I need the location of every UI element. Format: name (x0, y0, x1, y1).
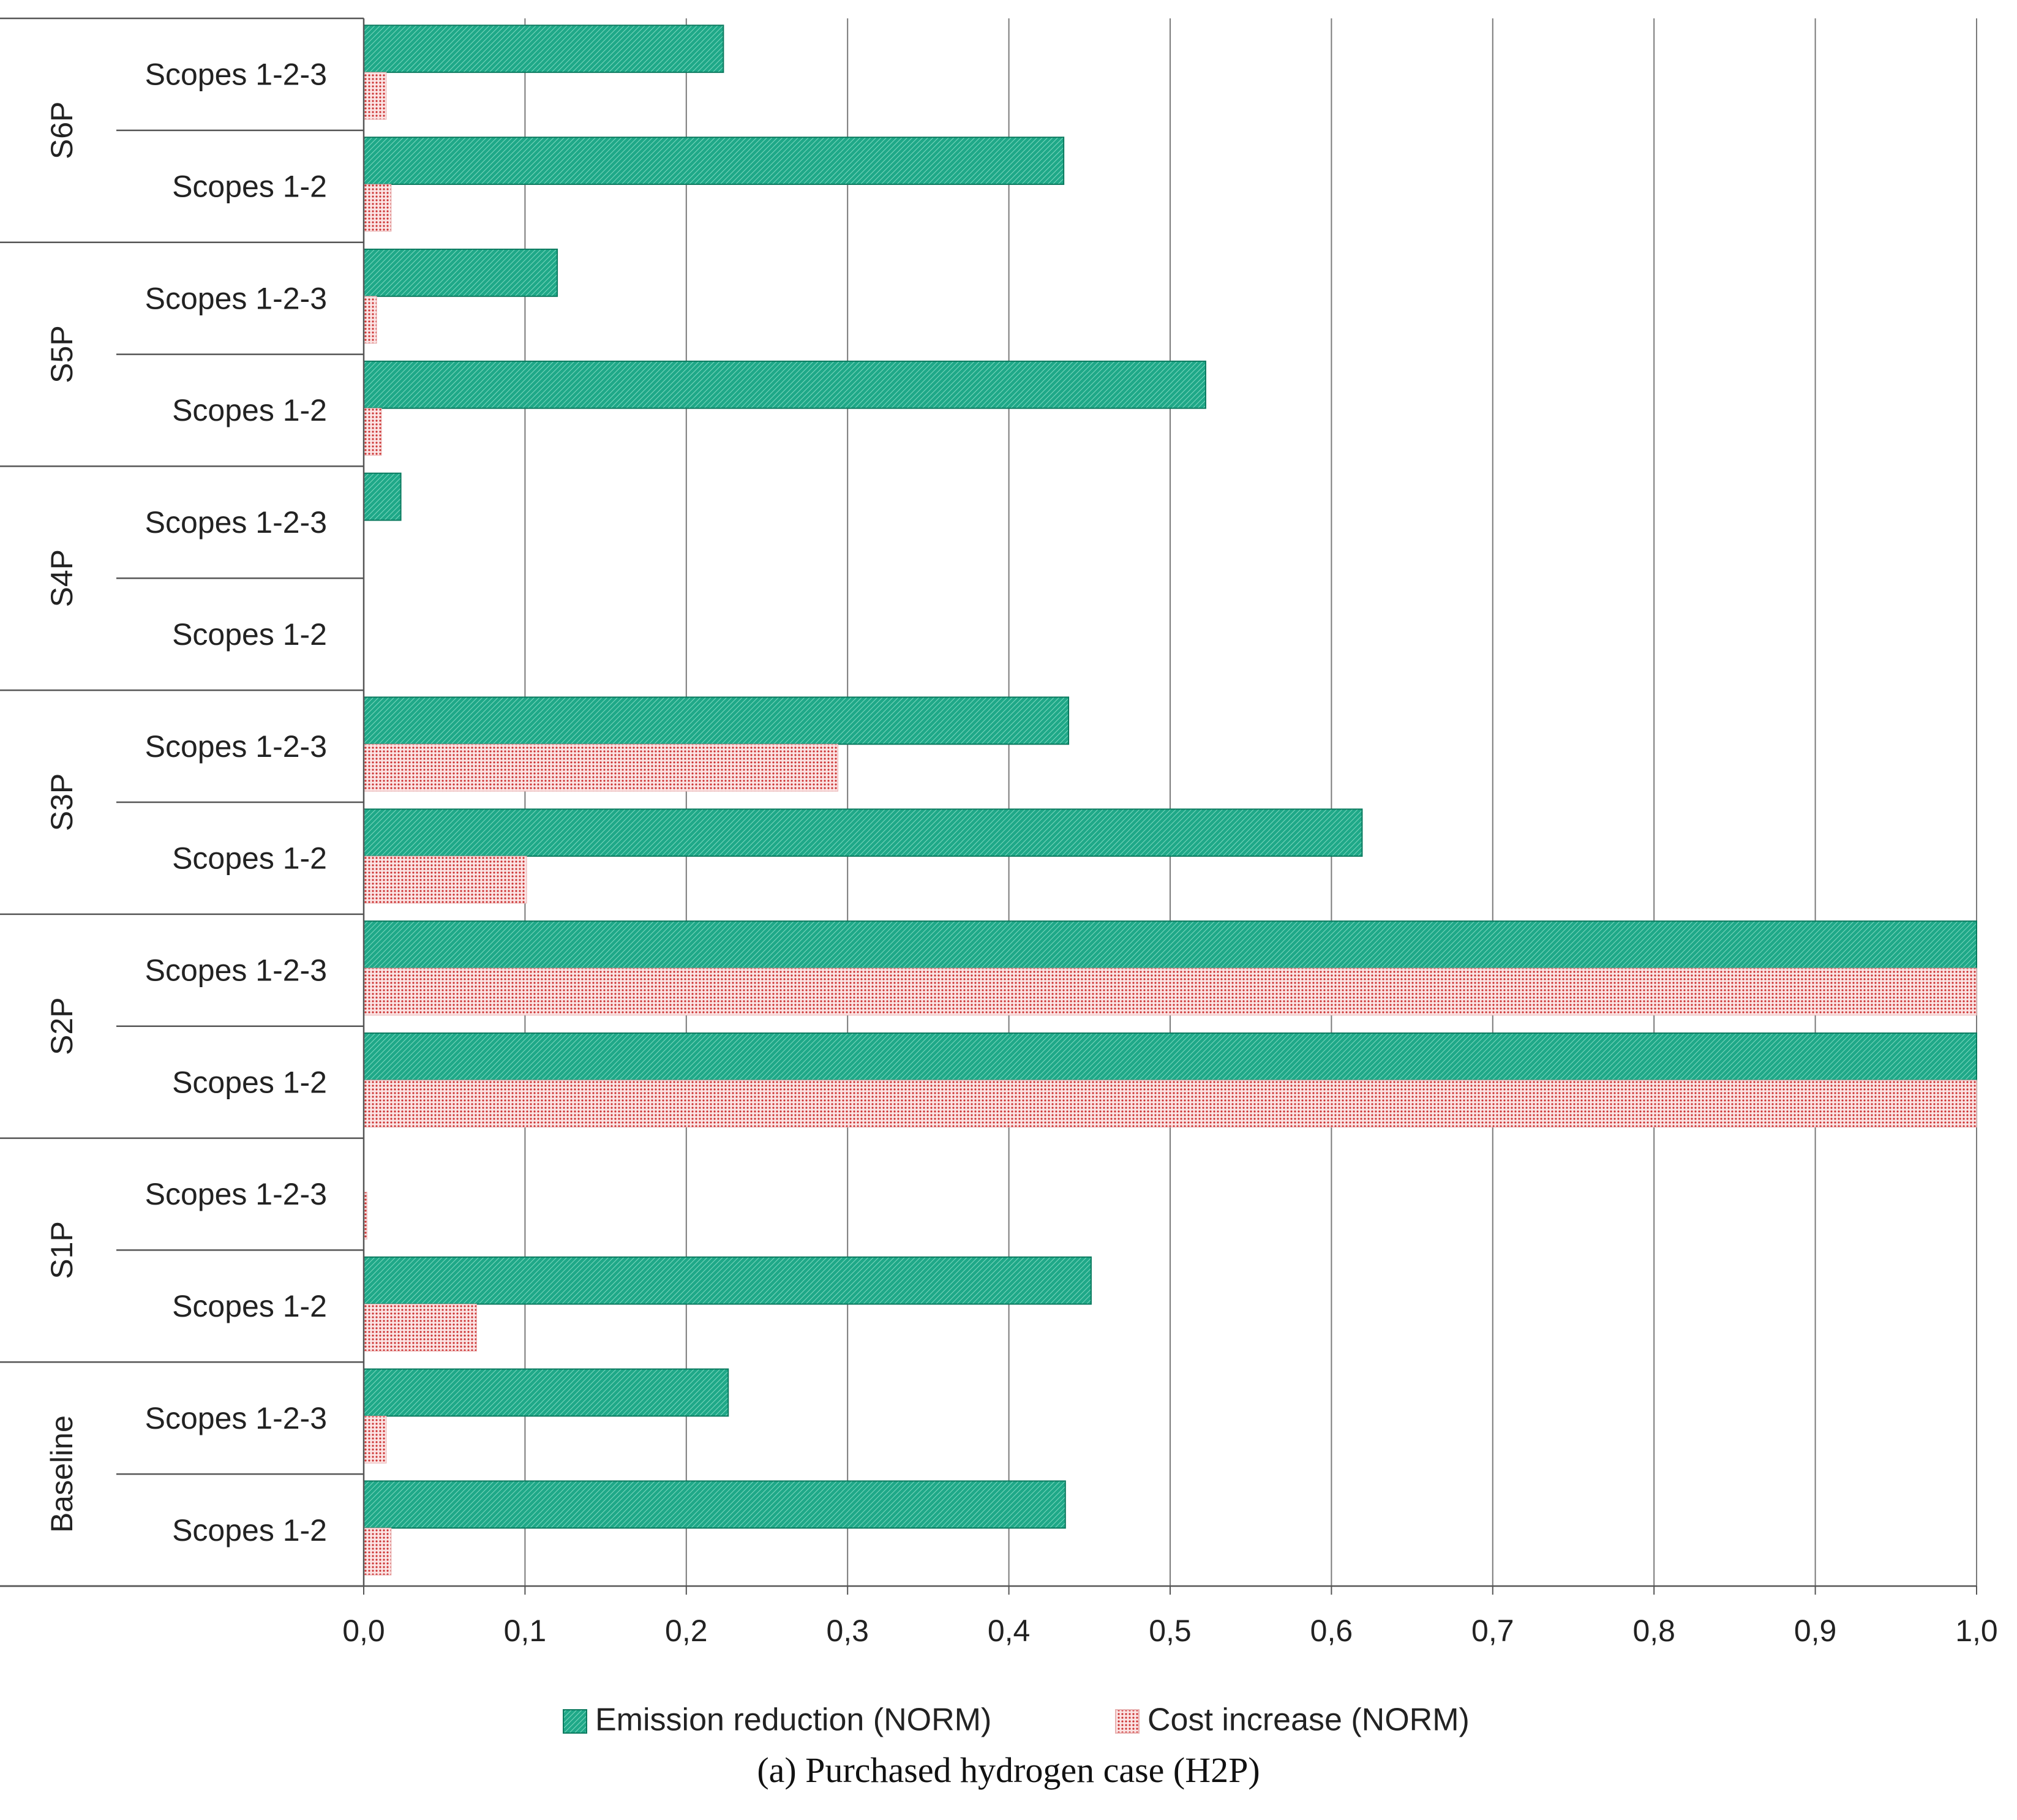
legend-label-emission: Emission reduction (NORM) (595, 1702, 991, 1738)
emission-bar (363, 472, 402, 521)
cost-bar (363, 1304, 477, 1352)
emission-bar (363, 696, 1070, 745)
legend-swatch-emission (563, 1709, 587, 1734)
bars-layer (363, 24, 1977, 1576)
group-label: S3P (45, 773, 79, 832)
emission-bar (363, 249, 558, 297)
x-tick-label: 0,6 (1310, 1614, 1353, 1648)
x-tick-label: 1,0 (1955, 1614, 1998, 1648)
row-label: Scopes 1-2-3 (145, 953, 327, 987)
row-label: Scopes 1-2 (172, 393, 327, 427)
x-tick-label: 0,4 (988, 1614, 1031, 1648)
legend-label-cost: Cost increase (NORM) (1147, 1702, 1470, 1738)
group-label: S6P (45, 102, 79, 160)
cost-bar (363, 408, 382, 456)
group-label: S1P (45, 1221, 79, 1279)
cost-bar (363, 72, 387, 120)
x-tick-label: 0,9 (1794, 1614, 1837, 1648)
x-tick-label: 0,5 (1149, 1614, 1192, 1648)
emission-bar (363, 137, 1065, 185)
emission-bar (363, 1256, 1092, 1305)
x-tick-label: 0,7 (1471, 1614, 1514, 1648)
row-label: Scopes 1-2-3 (145, 281, 327, 315)
x-tick-label: 0,0 (342, 1614, 385, 1648)
row-label: Scopes 1-2 (172, 1065, 327, 1099)
figure-caption: (a) Purchased hydrogen case (H2P) (757, 1750, 1260, 1790)
emission-bar (363, 920, 1977, 969)
emission-bar (363, 1480, 1066, 1529)
row-label: Scopes 1-2 (172, 841, 327, 876)
x-tick-label: 0,8 (1632, 1614, 1675, 1648)
row-label: Scopes 1-2 (172, 617, 327, 652)
cost-bar (363, 1080, 1977, 1128)
cost-bar (363, 296, 377, 344)
x-tick-label: 0,3 (826, 1614, 869, 1648)
cost-bar (363, 1415, 387, 1464)
cost-bar (363, 743, 838, 792)
x-tick-label: 0,1 (504, 1614, 547, 1648)
row-label: Scopes 1-2 (172, 1513, 327, 1547)
row-label: Scopes 1-2-3 (145, 1401, 327, 1435)
row-label: Scopes 1-2-3 (145, 505, 327, 540)
row-label: Scopes 1-2-3 (145, 58, 327, 92)
emission-bar (363, 1032, 1977, 1081)
cost-bar (363, 1527, 392, 1576)
group-label: Baseline (45, 1415, 79, 1533)
labels-layer: 0,0 0,1 0,2 0,3 0,4 0,5 0,6 0,7 0,8 0,9 1,0 S6P Scop… (45, 58, 1998, 1648)
legend: Emission reduction (NORM) Cost increase (… (563, 1702, 1470, 1738)
group-label: S4P (45, 549, 79, 607)
grid-layer (524, 18, 1977, 1586)
row-label: Scopes 1-2 (172, 169, 327, 203)
legend-swatch-cost (1115, 1709, 1140, 1734)
x-tick-label: 0,2 (665, 1614, 708, 1648)
group-label: S5P (45, 325, 79, 383)
cost-bar (363, 968, 1977, 1016)
emission-bar (363, 1368, 729, 1417)
axis-layer (0, 17, 1977, 1595)
emission-bar (363, 808, 1363, 857)
row-label: Scopes 1-2 (172, 1289, 327, 1323)
cost-bar (363, 855, 527, 904)
emission-bar (363, 360, 1206, 409)
group-label: S2P (45, 997, 79, 1055)
row-label: Scopes 1-2-3 (145, 729, 327, 764)
row-label: Scopes 1-2-3 (145, 1177, 327, 1211)
emission-bar (363, 24, 724, 73)
cost-bar (363, 184, 392, 232)
